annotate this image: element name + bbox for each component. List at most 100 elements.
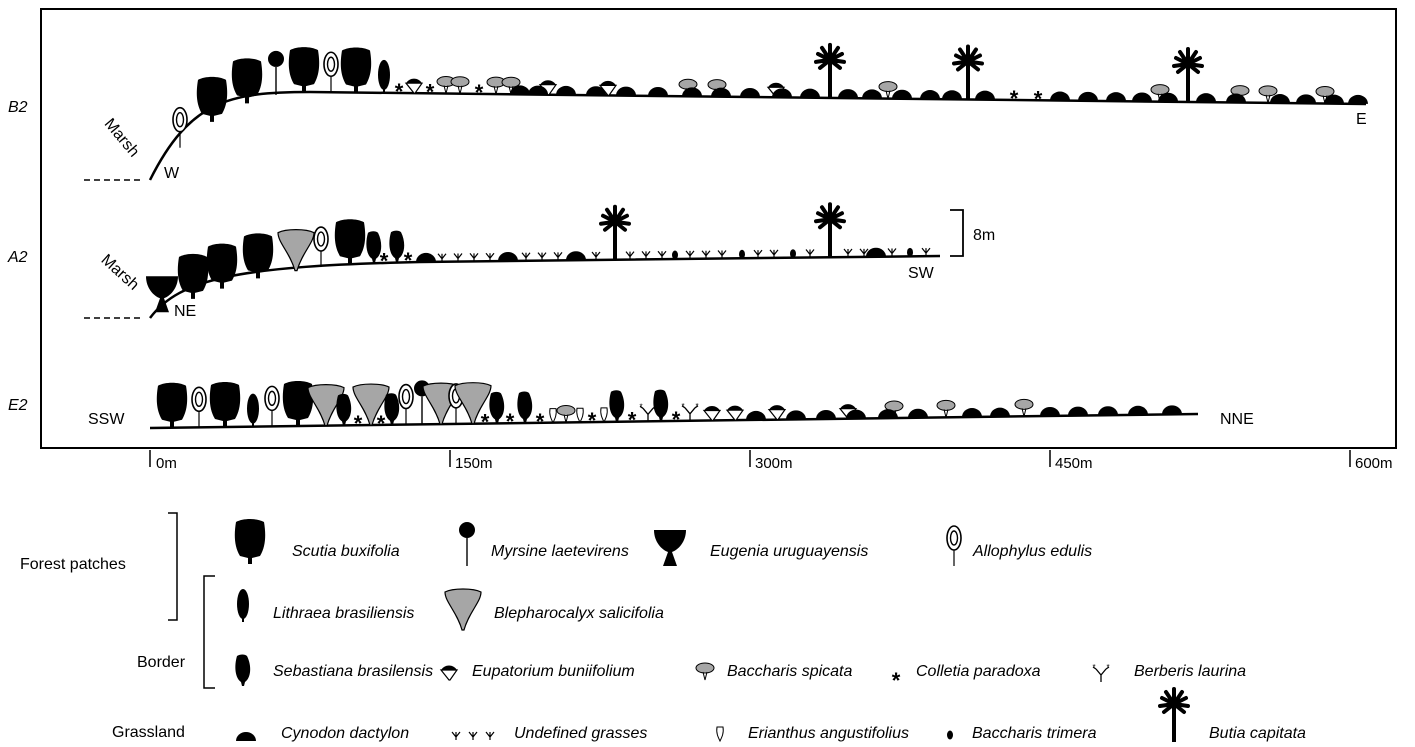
panel-frame <box>40 8 1397 449</box>
plant-erianthus-symbol <box>576 407 584 423</box>
plant-cynodon-symbol <box>1078 91 1098 101</box>
marsh-label-a2: Marsh <box>98 251 142 293</box>
legend-label-cynodon: Cynodon dactylon <box>281 725 409 742</box>
legend-label-butia: Butia capitata <box>1209 725 1306 742</box>
legend-symbol-sebastiana <box>235 654 251 686</box>
legend-label-colletia: Colletia paradoxa <box>916 663 1041 680</box>
legend-label-lithraea: Lithraea brasiliensis <box>273 605 414 622</box>
legend-symbol-eugenia <box>654 530 686 566</box>
plant-cynodon-symbol <box>975 90 995 100</box>
plant-cynodon-symbol <box>498 251 518 261</box>
plant-butia-symbol <box>814 42 846 100</box>
plant-cynodon-symbol <box>1196 93 1216 103</box>
legend-label-myrsine: Myrsine laetevirens <box>491 543 629 560</box>
group-border: Border <box>137 654 186 671</box>
plant-bspicata-symbol <box>936 399 956 418</box>
start-label-b2: W <box>164 165 180 182</box>
plant-erianthus-symbol <box>600 407 608 423</box>
plant-sebastiana-symbol <box>384 393 400 425</box>
legend-symbol-baccharis-trimera <box>947 730 953 740</box>
plant-allophylus-symbol <box>323 51 339 94</box>
plant-colletia-symbol <box>1009 86 1019 111</box>
plant-btrimera-symbol <box>907 247 913 257</box>
plant-colletia-symbol <box>587 408 597 434</box>
plant-cynodon-symbol <box>862 89 882 99</box>
plant-btrimera-symbol <box>790 249 796 259</box>
legend-label-baccharis-spicata: Baccharis spicata <box>727 663 852 680</box>
legend-symbol-cynodon <box>236 732 256 741</box>
plant-eupatorium-symbol <box>726 405 744 421</box>
scale-bar <box>950 209 964 257</box>
plant-cynodon-symbol <box>566 251 586 261</box>
distance-axis: 0m 150m 300m 450m 600m <box>149 450 1393 472</box>
plant-myrsine-symbol <box>267 50 285 96</box>
plant-colletia-symbol <box>403 248 413 274</box>
group-forest-patches: Forest patches <box>20 556 126 573</box>
legend: Forest patches Border Grassland Scutia b… <box>20 512 1306 744</box>
group-grassland: Grassland <box>112 724 185 741</box>
plant-allophylus-symbol <box>398 383 414 426</box>
plant-scutia-symbol <box>288 47 320 93</box>
legend-label-allophylus: Allophylus edulis <box>972 543 1092 560</box>
plant-sebastiana-symbol <box>389 230 405 263</box>
axis-tick-150m: 150m <box>455 455 493 472</box>
plant-colletia-symbol <box>1033 86 1043 112</box>
plant-allophylus-symbol <box>264 385 280 428</box>
legend-symbol-scutia <box>234 519 266 564</box>
ground-line-b2 <box>148 90 1367 181</box>
legend-label-berberis: Berberis laurina <box>1134 663 1246 680</box>
plant-cynodon-symbol <box>648 86 668 96</box>
plant-eupatorium-symbol <box>405 78 423 94</box>
plant-berberis-symbol <box>680 401 700 422</box>
plant-cynodon-symbol <box>866 247 886 257</box>
plant-scutia-symbol <box>156 382 188 428</box>
start-label-e2: SSW <box>88 411 125 428</box>
bracket-forest <box>168 512 178 621</box>
plant-lithraea-symbol <box>377 58 391 94</box>
legend-symbol-butia <box>1158 687 1190 744</box>
transect-label-b2: B2 <box>8 99 28 116</box>
plant-cynodon-symbol <box>416 252 436 262</box>
legend-label-sebastiana: Sebastiana brasilensis <box>273 663 433 680</box>
axis-tick-300m: 300m <box>755 455 793 472</box>
transect-label-a2: A2 <box>7 249 28 266</box>
legend-label-eupatorium: Eupatorium buniifolium <box>472 663 635 680</box>
plant-cynodon-symbol <box>920 90 940 100</box>
plant-colletia-symbol <box>379 248 389 274</box>
plant-cynodon-symbol <box>740 88 760 97</box>
plant-bspicata-symbol <box>1014 398 1034 417</box>
plant-colletia-symbol <box>535 408 545 434</box>
legend-symbol-colletia <box>891 668 901 693</box>
plant-cynodon-symbol <box>1348 94 1368 104</box>
transect-label-e2: E2 <box>8 397 28 414</box>
scale-bar-label: 8m <box>973 227 995 244</box>
plant-allophylus-symbol <box>313 226 329 268</box>
plant-btrimera-symbol <box>739 249 745 259</box>
plant-cynodon-symbol <box>1040 406 1060 416</box>
plant-colletia-symbol <box>353 411 363 437</box>
legend-label-blepharocalyx: Blepharocalyx salicifolia <box>494 605 664 622</box>
plant-scutia-symbol <box>334 219 366 265</box>
legend-symbol-blepharocalyx <box>444 588 482 631</box>
plant-cynodon-symbol <box>746 410 766 420</box>
legend-label-scutia: Scutia buxifolia <box>292 543 400 560</box>
plant-butia-symbol <box>599 204 631 262</box>
plant-erianthus-symbol <box>549 408 557 424</box>
plant-allophylus-symbol <box>172 106 188 149</box>
legend-symbol-erianthus <box>716 726 724 742</box>
legend-symbol-grass-3 <box>485 731 495 741</box>
plant-sebastiana-symbol <box>489 391 505 424</box>
plant-cynodon-symbol <box>1162 405 1182 415</box>
legend-label-baccharis-trimera: Baccharis trimera <box>972 725 1097 742</box>
axis-tick-450m: 450m <box>1055 455 1093 472</box>
plant-butia-symbol <box>814 202 846 260</box>
plant-cynodon-symbol <box>1068 406 1088 416</box>
end-label-b2: E <box>1356 111 1367 128</box>
transect-a2: A2 Marsh NE SW 8m <box>7 202 995 320</box>
legend-symbol-grass-1 <box>451 731 461 741</box>
plants-e2 <box>156 379 1182 437</box>
legend-label-grasses: Undefined grasses <box>514 725 647 742</box>
plant-cynodon-symbol <box>942 90 962 100</box>
end-label-e2: NNE <box>1220 411 1254 428</box>
plant-eupatorium-symbol <box>768 404 786 421</box>
